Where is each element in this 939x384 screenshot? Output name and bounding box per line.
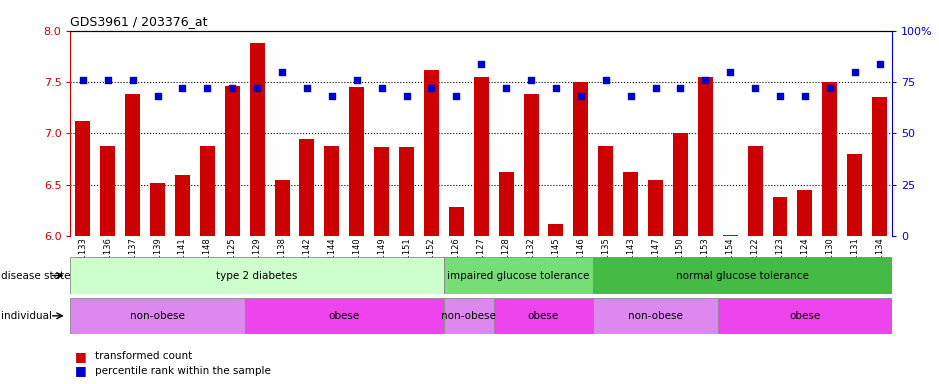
Point <box>224 85 239 91</box>
Bar <box>872 98 887 236</box>
Bar <box>374 147 389 236</box>
Point <box>524 77 539 83</box>
Text: type 2 diabetes: type 2 diabetes <box>217 270 298 281</box>
Point <box>723 69 738 75</box>
Point <box>274 69 289 75</box>
Point <box>673 85 688 91</box>
Point <box>175 85 190 91</box>
Text: individual: individual <box>1 311 52 321</box>
Text: impaired glucose tolerance: impaired glucose tolerance <box>447 270 590 281</box>
Bar <box>100 146 115 236</box>
Bar <box>150 183 165 236</box>
Bar <box>673 133 688 236</box>
Bar <box>847 154 862 236</box>
Point <box>324 93 339 99</box>
Point <box>374 85 389 91</box>
Text: GDS3961 / 203376_at: GDS3961 / 203376_at <box>70 15 208 28</box>
Text: ■: ■ <box>75 364 87 377</box>
Bar <box>245 298 444 334</box>
Point <box>548 85 563 91</box>
Bar <box>250 43 265 236</box>
Point <box>847 69 862 75</box>
Point <box>823 85 838 91</box>
Point <box>100 77 115 83</box>
Text: ■: ■ <box>75 350 87 363</box>
Point <box>125 77 140 83</box>
Text: normal glucose tolerance: normal glucose tolerance <box>676 270 809 281</box>
Bar <box>300 139 315 236</box>
Bar <box>747 146 762 236</box>
Bar <box>424 70 439 236</box>
Text: obese: obese <box>329 311 360 321</box>
Point <box>200 85 215 91</box>
Point <box>449 93 464 99</box>
Text: non-obese: non-obese <box>628 311 683 321</box>
Text: obese: obese <box>528 311 559 321</box>
Bar <box>175 174 190 236</box>
Point <box>399 93 414 99</box>
Bar <box>524 94 538 236</box>
Bar <box>574 82 589 236</box>
Bar <box>717 298 892 334</box>
Point <box>75 77 90 83</box>
Point <box>797 93 812 99</box>
Bar <box>324 146 339 236</box>
Text: obese: obese <box>790 311 821 321</box>
Text: non-obese: non-obese <box>131 311 185 321</box>
Bar <box>548 224 563 236</box>
Point <box>598 77 613 83</box>
Bar <box>75 121 90 236</box>
Bar <box>444 257 593 294</box>
Bar <box>648 180 663 236</box>
Bar <box>593 257 892 294</box>
Bar <box>598 146 613 236</box>
Bar <box>499 172 514 236</box>
Point <box>747 85 762 91</box>
Bar <box>125 94 140 236</box>
Point <box>698 77 713 83</box>
Bar <box>70 257 444 294</box>
Bar <box>444 298 494 334</box>
Bar <box>274 180 289 236</box>
Point <box>349 77 364 83</box>
Bar <box>200 146 215 236</box>
Point <box>300 85 315 91</box>
Bar <box>797 190 812 236</box>
Bar <box>224 86 239 236</box>
Bar <box>474 77 488 236</box>
Point <box>648 85 663 91</box>
Bar <box>723 235 738 236</box>
Bar <box>823 82 838 236</box>
Point <box>773 93 788 99</box>
Bar <box>773 197 788 236</box>
Bar <box>623 172 639 236</box>
Bar <box>449 207 464 236</box>
Point <box>499 85 514 91</box>
Text: transformed count: transformed count <box>95 351 192 361</box>
Text: disease state: disease state <box>1 270 70 281</box>
Point <box>574 93 589 99</box>
Point <box>423 85 439 91</box>
Bar <box>698 77 713 236</box>
Bar <box>349 87 364 236</box>
Point <box>250 85 265 91</box>
Point <box>474 61 489 67</box>
Text: percentile rank within the sample: percentile rank within the sample <box>95 366 270 376</box>
Text: non-obese: non-obese <box>441 311 496 321</box>
Bar <box>593 298 717 334</box>
Bar <box>494 298 593 334</box>
Point <box>872 61 887 67</box>
Point <box>150 93 165 99</box>
Bar <box>70 298 245 334</box>
Bar <box>399 147 414 236</box>
Point <box>623 93 639 99</box>
